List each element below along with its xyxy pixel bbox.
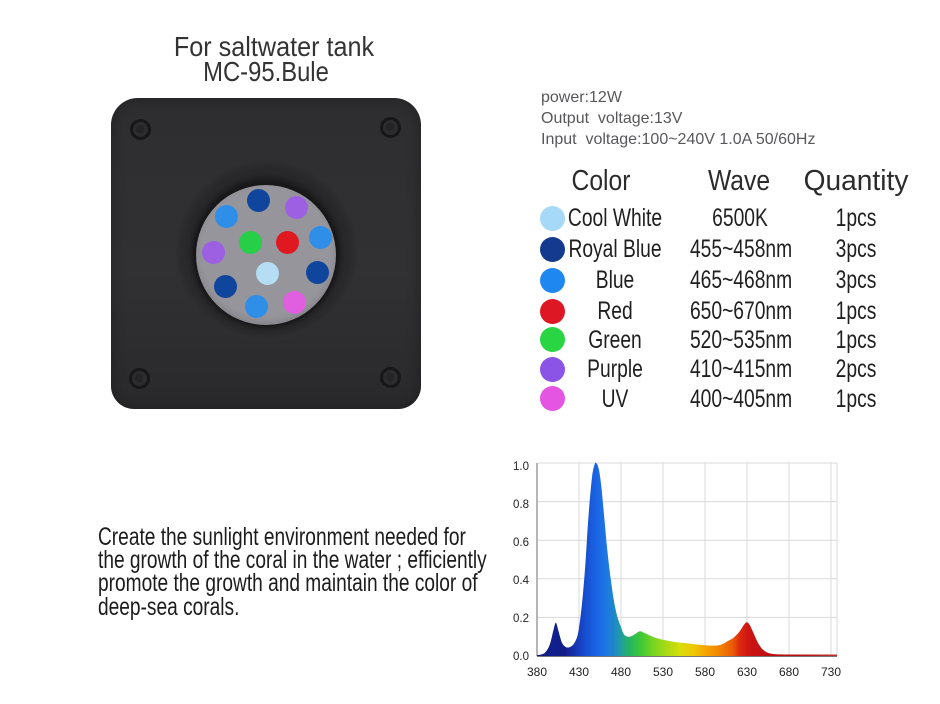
svg-text:630: 630 [737, 665, 757, 679]
svg-text:0.4: 0.4 [513, 575, 530, 587]
svg-text:480: 480 [611, 665, 631, 679]
svg-text:0.2: 0.2 [513, 613, 529, 625]
svg-text:0.6: 0.6 [513, 537, 529, 549]
svg-text:730: 730 [821, 665, 841, 679]
svg-text:530: 530 [653, 665, 673, 679]
svg-text:1.0: 1.0 [513, 461, 529, 473]
svg-text:0.0: 0.0 [513, 651, 529, 663]
svg-text:680: 680 [779, 665, 799, 679]
svg-text:380: 380 [527, 665, 547, 679]
svg-text:580: 580 [695, 665, 715, 679]
svg-text:0.8: 0.8 [513, 499, 529, 511]
svg-text:430: 430 [569, 665, 589, 679]
